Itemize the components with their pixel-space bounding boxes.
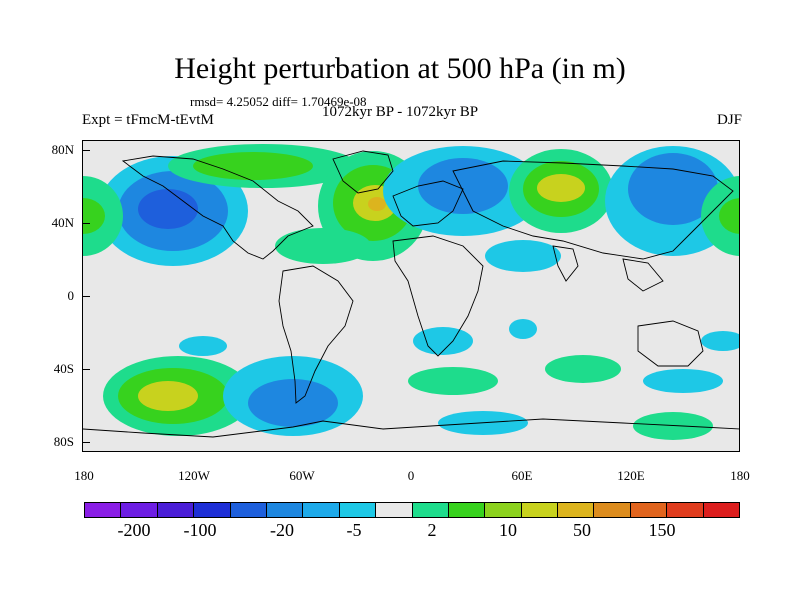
coast-asia [452, 160, 734, 260]
high-subtropical-atlantic [275, 228, 371, 264]
high-atlantic-peak [368, 197, 386, 211]
coast-india [552, 245, 579, 282]
colorbar-label: -20 [270, 520, 294, 540]
high-pacific-east-inner [83, 198, 105, 234]
low-east-asia-mid [628, 153, 718, 225]
colorbar-box-3 [194, 503, 231, 517]
lon-label-180e: 180 [730, 468, 750, 483]
lat-label-40n: 40N [51, 215, 74, 230]
coast-antarctica [83, 418, 739, 438]
lat-tick [82, 150, 90, 151]
map-title: Height perturbation at 500 hPa (in m) [174, 52, 626, 85]
period-label: 1072kyr BP - 1072kyr BP [322, 104, 479, 120]
lat-label-80n: 80N [51, 142, 74, 157]
colorbar-box-2 [157, 503, 195, 517]
colorbar-box-7 [339, 503, 377, 517]
lon-label-0: 0 [407, 468, 415, 483]
colorbar-label: -200 [117, 520, 151, 540]
low-antarctic-pacific [643, 369, 723, 393]
lon-label-60e: 60E [511, 468, 533, 483]
high-pacific-west-inner [719, 198, 739, 234]
colorbar-label: 150 [648, 520, 676, 540]
colorbar-box-17 [703, 503, 740, 517]
colorbar-box-6 [303, 503, 340, 517]
colorbar-box-12 [521, 503, 559, 517]
season-label: DJF [716, 112, 742, 128]
coast-south-america [278, 265, 354, 404]
low-tropical-africa [509, 319, 537, 339]
colorbar-box-9 [412, 503, 449, 517]
colorbar-box-16 [667, 503, 704, 517]
colorbar-label: 50 [573, 520, 591, 540]
low-south-america [413, 327, 473, 355]
lat-tick [82, 369, 90, 370]
colorbar-box-4 [230, 503, 267, 517]
colorbar-box-8 [376, 503, 413, 517]
colorbar-label: 2 [427, 520, 437, 540]
lat-tick [82, 442, 90, 443]
high-south-atlantic [408, 367, 498, 395]
lat-tick [82, 223, 90, 224]
lon-label-60w: 60W [289, 468, 315, 483]
high-asia-core [537, 174, 585, 202]
colorbar [84, 502, 740, 518]
colorbar-box-0 [85, 503, 122, 517]
low-north-america-core [138, 189, 198, 229]
lon-label-120w: 120W [178, 468, 210, 483]
coast-europe [392, 180, 464, 227]
coast-se-asia [622, 258, 664, 292]
low-south-pacific-small [179, 336, 227, 356]
high-arctic-inner [193, 152, 313, 180]
coastlines [83, 150, 739, 438]
lat-tick [82, 296, 90, 297]
coast-africa [392, 235, 484, 357]
low-drake-mid [248, 379, 338, 427]
lat-label-0: 0 [67, 288, 75, 303]
low-australia-east [701, 331, 739, 351]
low-mediterranean [485, 240, 561, 272]
high-south-pacific-core [138, 381, 198, 411]
coast-australia [637, 320, 704, 367]
colorbar-box-11 [485, 503, 522, 517]
colorbar-box-1 [121, 503, 158, 517]
colorbar-box-15 [630, 503, 668, 517]
colorbar-box-13 [558, 503, 595, 517]
stats-text: rmsd= 4.25052 diff= 1.70469e-08 [190, 94, 367, 109]
lat-label-80s: 80S [53, 434, 74, 449]
lon-label-120e: 120E [617, 468, 645, 483]
colorbar-label: -100 [183, 520, 217, 540]
colorbar-label: 10 [499, 520, 517, 540]
contour-map [82, 140, 740, 452]
colorbar-box-5 [266, 503, 304, 517]
coast-greenland [332, 150, 394, 194]
colorbar-label: -5 [346, 520, 362, 540]
high-south-indian [545, 355, 621, 383]
contour-field [83, 144, 739, 440]
colorbar-box-10 [448, 503, 486, 517]
lon-label-180w: 180 [74, 468, 94, 483]
experiment-label: Expt = tFmcM-tEvtM [82, 112, 214, 128]
coast-north-america [121, 155, 314, 260]
low-eurasia-mid [418, 158, 508, 214]
high-antarctic-east [633, 412, 713, 440]
lat-label-40s: 40S [53, 361, 74, 376]
colorbar-box-14 [594, 503, 631, 517]
